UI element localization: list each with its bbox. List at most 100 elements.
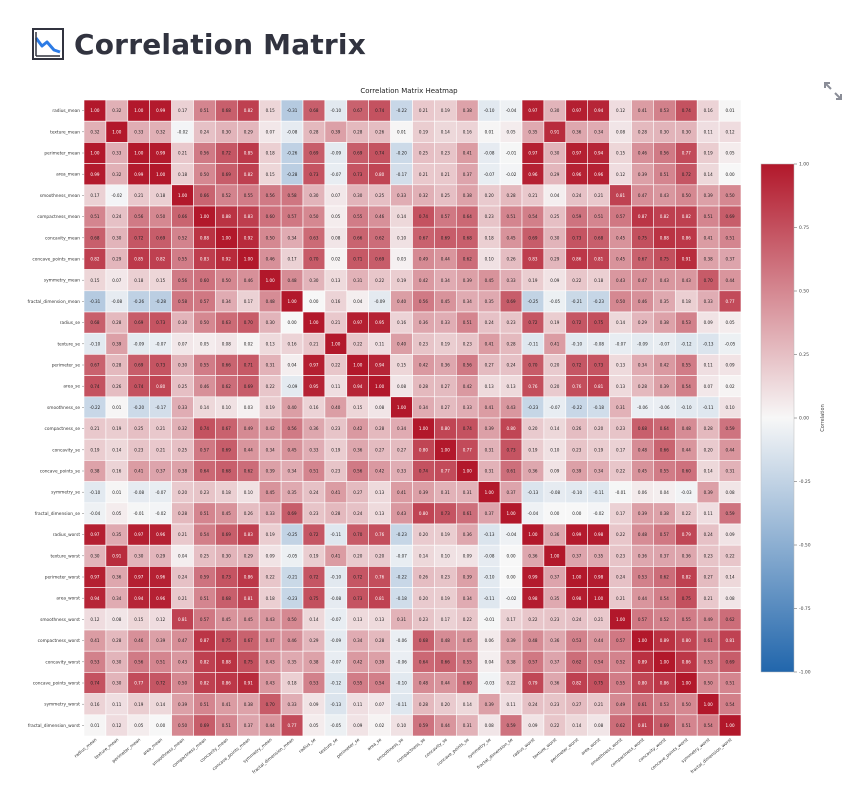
cell-value-label: 0.18	[266, 596, 276, 601]
cell-value-label: 0.36	[528, 553, 538, 558]
cell-value-label: 0.50	[266, 235, 276, 240]
cell-value-label: -0.04	[90, 511, 101, 516]
cell-value-label: 0.26	[244, 511, 254, 516]
cell-value-label: -0.11	[396, 702, 407, 707]
cell-value-label: 0.21	[178, 151, 188, 156]
cell-value-label: 0.70	[309, 257, 319, 262]
row-tick-label: area_worst	[56, 596, 80, 602]
colorbar-tick-label: 1.00	[799, 162, 809, 168]
cell-value-label: 0.48	[441, 638, 451, 643]
cell-value-label: 0.37	[463, 172, 473, 177]
cell-value-label: 0.00	[725, 172, 735, 177]
cell-value-label: 0.24	[200, 129, 210, 134]
cell-value-label: 0.11	[704, 511, 714, 516]
cell-value-label: 0.23	[309, 511, 319, 516]
cell-value-label: 0.19	[441, 108, 451, 113]
cell-value-label: 0.46	[200, 384, 210, 389]
cell-value-label: 0.32	[178, 426, 188, 431]
cell-value-label: 0.18	[222, 490, 232, 495]
cell-value-label: 0.45	[244, 617, 254, 622]
cell-value-label: 0.30	[178, 320, 188, 325]
fullscreen-expand-icon[interactable]	[824, 82, 842, 100]
cell-value-label: -0.11	[528, 341, 539, 346]
cell-value-label: 0.94	[353, 384, 363, 389]
cell-value-label: 0.45	[441, 299, 451, 304]
cell-value-label: 0.67	[638, 257, 648, 262]
cell-value-label: 0.41	[331, 490, 341, 495]
cell-value-label: -0.31	[287, 108, 298, 113]
cell-value-label: 0.25	[550, 214, 560, 219]
cell-value-label: 0.21	[441, 172, 451, 177]
cell-value-label: 0.22	[682, 511, 692, 516]
cell-value-label: 0.13	[353, 617, 363, 622]
row-tick-label: radius_mean	[52, 108, 80, 114]
cell-value-label: -0.13	[703, 341, 714, 346]
cell-value-label: 0.82	[156, 257, 166, 262]
row-tick-label: symmetry_worst	[44, 702, 80, 708]
cell-value-label: 0.19	[397, 278, 407, 283]
cell-value-label: 0.91	[112, 553, 122, 558]
cell-value-label: 0.21	[594, 702, 604, 707]
cell-value-label: 0.04	[353, 299, 363, 304]
cell-value-label: -0.02	[506, 596, 517, 601]
cell-value-label: 0.12	[112, 723, 122, 728]
cell-value-label: 0.39	[660, 384, 670, 389]
cell-value-label: 0.49	[244, 426, 254, 431]
cell-value-label: 0.67	[244, 638, 254, 643]
cell-value-label: 0.37	[506, 490, 516, 495]
column-tick-label: area_se	[366, 737, 383, 753]
cell-value-label: 0.35	[485, 299, 495, 304]
cell-value-label: 0.21	[419, 172, 429, 177]
cell-value-label: 0.68	[222, 596, 232, 601]
cell-value-label: 0.19	[550, 320, 560, 325]
cell-value-label: 0.13	[616, 363, 626, 368]
cell-value-label: 0.27	[375, 447, 385, 452]
cell-value-label: 0.59	[725, 511, 735, 516]
cell-value-label: 0.19	[419, 129, 429, 134]
cell-value-label: -0.11	[703, 405, 714, 410]
cell-value-label: 0.30	[112, 235, 122, 240]
cell-value-label: 0.11	[353, 702, 363, 707]
cell-value-label: 1.00	[485, 490, 495, 495]
cell-value-label: 0.61	[638, 702, 648, 707]
cell-value-label: 0.10	[725, 405, 735, 410]
cell-value-label: 0.19	[528, 447, 538, 452]
cell-value-label: 0.64	[463, 214, 473, 219]
cell-value-label: 0.32	[112, 172, 122, 177]
cell-value-label: 0.54	[704, 723, 714, 728]
cell-value-label: 0.80	[375, 172, 385, 177]
cell-value-label: 0.22	[572, 278, 582, 283]
cell-value-label: -0.07	[615, 341, 626, 346]
cell-value-label: 0.52	[222, 193, 232, 198]
cell-value-label: 0.37	[244, 723, 254, 728]
cell-value-label: 0.91	[682, 257, 692, 262]
cell-value-label: 0.69	[725, 659, 735, 664]
cell-value-label: 0.35	[287, 490, 297, 495]
cell-value-label: 0.21	[178, 596, 188, 601]
cell-value-label: 0.37	[572, 553, 582, 558]
row-tick-label: smoothness_mean	[40, 193, 81, 199]
cell-value-label: 0.68	[419, 638, 429, 643]
cell-value-label: 0.39	[112, 341, 122, 346]
cell-value-label: 0.09	[550, 278, 560, 283]
cell-value-label: -0.01	[484, 617, 495, 622]
cell-value-label: 0.30	[178, 363, 188, 368]
cell-value-label: 0.19	[90, 447, 100, 452]
cell-value-label: 0.13	[375, 617, 385, 622]
cell-value-label: 0.21	[419, 108, 429, 113]
cell-value-label: 0.69	[134, 320, 144, 325]
cell-value-label: 0.16	[331, 299, 341, 304]
cell-value-label: 0.19	[309, 553, 319, 558]
page-header: Correlation Matrix	[32, 24, 366, 64]
cell-value-label: 0.36	[463, 532, 473, 537]
cell-value-label: 0.74	[90, 384, 100, 389]
colorbar	[760, 163, 795, 673]
cell-value-label: 0.40	[397, 299, 407, 304]
cell-value-label: 0.69	[660, 723, 670, 728]
cell-value-label: 0.04	[178, 553, 188, 558]
cell-value-label: 0.81	[178, 617, 188, 622]
cell-value-label: 0.24	[485, 320, 495, 325]
cell-value-label: 0.09	[725, 532, 735, 537]
cell-value-label: 0.33	[134, 129, 144, 134]
cell-value-label: 0.70	[266, 702, 276, 707]
